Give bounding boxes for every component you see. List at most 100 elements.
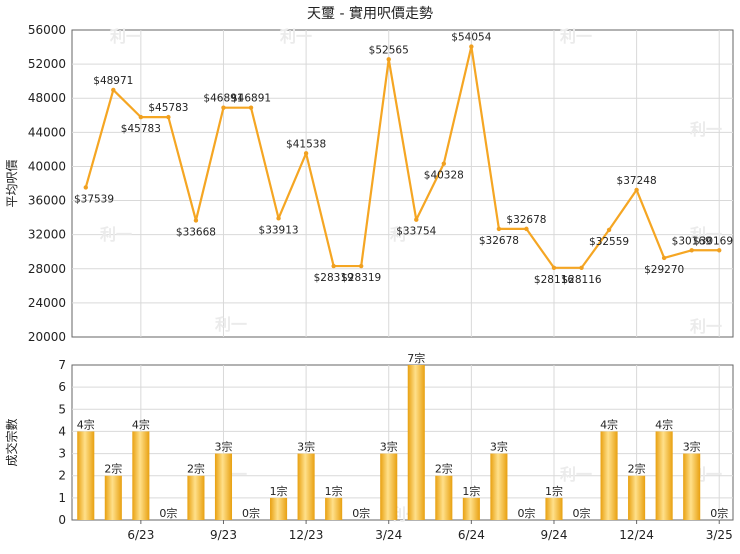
volume-data-label: 0宗	[242, 506, 260, 520]
volume-data-label: 1宗	[270, 484, 288, 498]
volume-bar	[435, 475, 453, 520]
price-point	[661, 255, 667, 261]
price-data-label: $40328	[424, 170, 464, 182]
price-point	[83, 185, 88, 190]
watermark-text: 利一	[280, 27, 312, 46]
volume-data-label: 3宗	[380, 440, 398, 454]
x-axis-tick-label: 3/24	[375, 528, 402, 542]
volume-data-label: 0宗	[573, 506, 591, 520]
volume-bar	[297, 453, 315, 520]
price-y-tick-label: 48000	[28, 91, 66, 105]
volume-bar	[490, 453, 508, 520]
price-point	[193, 218, 199, 223]
price-plot-area	[71, 29, 734, 338]
price-data-label: $28116	[534, 274, 574, 286]
volume-data-label: 4宗	[77, 417, 95, 431]
price-data-label: $33668	[176, 226, 216, 238]
volume-y-tick-label: 0	[58, 513, 66, 527]
price-data-label: $32678	[506, 214, 546, 226]
volume-bar	[187, 475, 205, 520]
volume-plot-area	[71, 364, 734, 521]
price-data-label: $37539	[74, 193, 114, 205]
price-point	[551, 265, 557, 270]
volume-data-label: 1宗	[462, 484, 480, 498]
price-data-label: $41538	[286, 138, 326, 150]
volume-data-label: 2宗	[628, 462, 646, 476]
volume-bar	[600, 431, 618, 520]
price-point	[441, 161, 447, 166]
x-axis-tick-label: 3/25	[706, 528, 733, 542]
price-y-axis-label: 平均呎價	[5, 159, 19, 207]
price-point	[303, 151, 309, 156]
price-y-tick-label: 40000	[28, 159, 66, 173]
price-data-label: $37248	[617, 175, 657, 187]
volume-data-label: 1宗	[545, 484, 563, 498]
price-point	[386, 57, 391, 62]
volume-bar	[77, 431, 95, 520]
volume-data-label: 1宗	[325, 484, 343, 498]
volume-bar	[655, 431, 673, 520]
price-data-label: $33754	[396, 226, 436, 238]
watermark-text: 利一	[690, 317, 722, 336]
x-axis-tick-label: 9/24	[541, 528, 568, 542]
price-point	[717, 248, 722, 253]
volume-y-axis-label: 成交宗數	[4, 418, 19, 466]
price-point	[496, 226, 502, 232]
price-panel: 20000 24000 28000 32000 36000 40000 44000 48000…	[5, 23, 734, 344]
price-point	[524, 226, 529, 232]
watermark-text: 利一	[690, 120, 722, 139]
volume-bar	[380, 453, 398, 520]
volume-y-tick-label: 3	[58, 447, 66, 461]
watermark-text: 利一	[690, 225, 722, 244]
volume-bar	[270, 497, 288, 520]
volume-y-tick-label: 4	[58, 424, 66, 438]
price-point	[579, 265, 584, 270]
price-data-label: $48971	[93, 75, 133, 87]
x-axis-tick-label: 6/23	[127, 528, 154, 542]
volume-data-label: 0宗	[710, 506, 728, 520]
volume-bar	[462, 497, 480, 520]
volume-data-label: 3宗	[297, 440, 315, 454]
volume-bar	[325, 497, 343, 520]
volume-bar	[683, 453, 701, 520]
price-point	[248, 105, 254, 110]
volume-data-label: 0宗	[352, 506, 370, 520]
price-data-label: $29270	[644, 264, 684, 276]
price-data-label: $32559	[589, 236, 629, 248]
price-y-tick-label: 24000	[28, 296, 66, 310]
price-y-tick-label: 36000	[28, 194, 66, 208]
chart-title: 天璽 - 實用呎價走勢	[307, 5, 433, 22]
price-data-label: $28319	[314, 272, 354, 284]
volume-bar	[104, 475, 122, 520]
volume-y-tick-label: 6	[58, 380, 66, 394]
price-data-label: $28319	[341, 272, 381, 284]
price-y-tick-label: 32000	[28, 228, 66, 242]
watermark-text: 利一	[560, 465, 592, 484]
watermark-text: 利一	[110, 27, 142, 46]
price-data-label: $45783	[148, 102, 188, 114]
volume-data-label: 2宗	[104, 462, 122, 476]
price-y-tick-label: 44000	[28, 125, 66, 139]
volume-bar	[407, 365, 425, 520]
price-point	[469, 44, 474, 49]
price-series-line	[84, 45, 720, 269]
price-point	[414, 217, 419, 222]
watermark-text: 利一	[100, 225, 132, 244]
price-data-label: $45783	[121, 123, 161, 135]
volume-data-label: 2宗	[435, 462, 453, 476]
x-axis-tick-label: 12/24	[619, 528, 654, 542]
volume-y-tick-label: 7	[58, 358, 66, 372]
price-data-label: $46891	[231, 93, 271, 105]
price-point	[138, 114, 144, 120]
watermark-text: 利一	[215, 315, 247, 334]
price-point	[634, 187, 639, 193]
price-point	[166, 114, 171, 120]
x-axis-tick-label: 6/24	[458, 528, 485, 542]
price-data-label: $33913	[259, 224, 299, 236]
price-point	[689, 248, 694, 253]
volume-data-label: 3宗	[490, 440, 508, 454]
price-y-tick-label: 52000	[28, 57, 66, 71]
volume-data-label: 4宗	[600, 417, 618, 431]
